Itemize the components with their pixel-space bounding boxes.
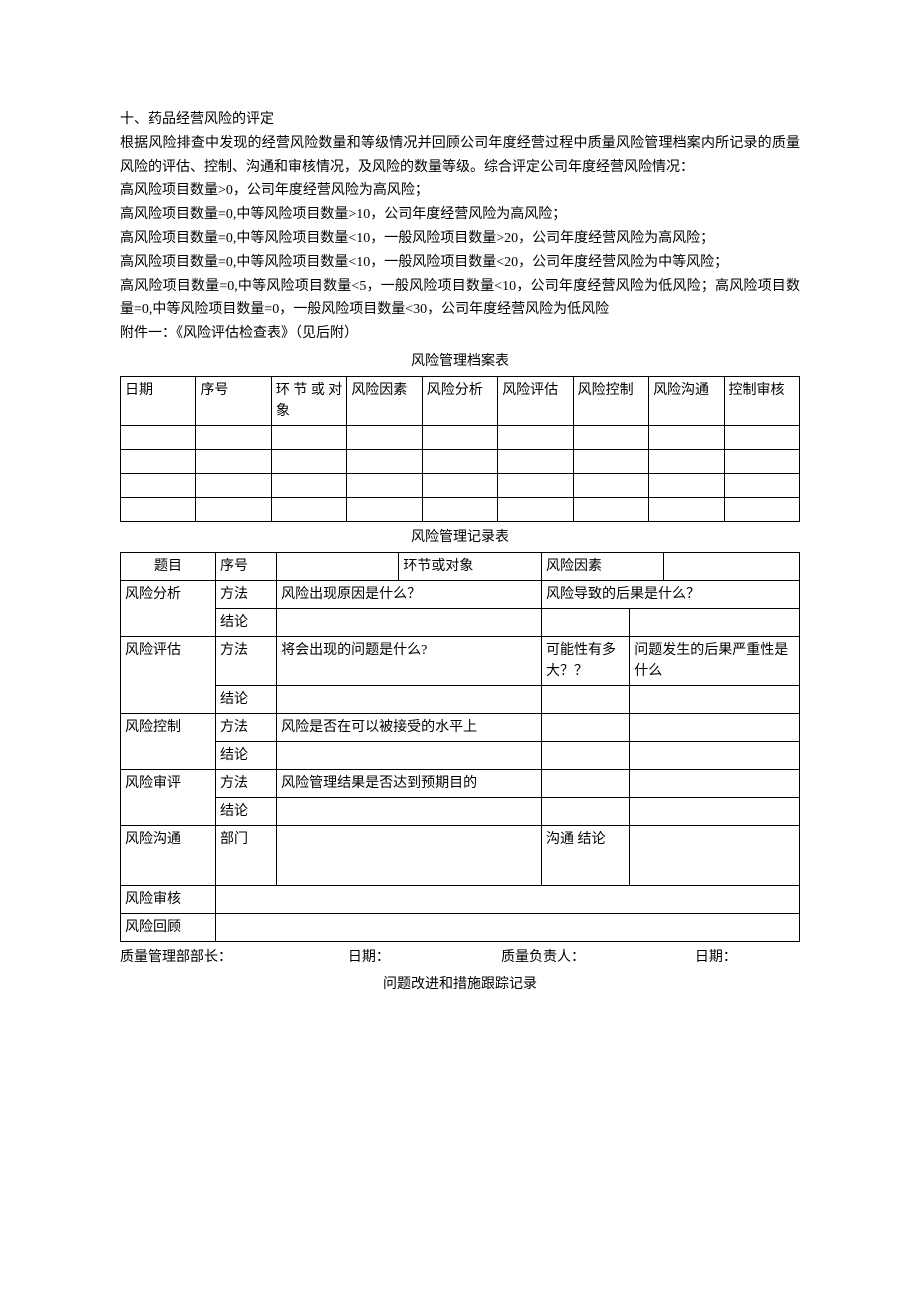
cell: 风险导致的后果是什么？ [541,580,799,608]
th: 风险因素 [541,552,663,580]
table2-title: 风险管理记录表 [120,526,800,550]
cell: 可能性有多大？？ [541,636,629,685]
cell: 部门 [216,825,277,885]
cell: 结论 [216,797,277,825]
cell: 方法 [216,580,277,608]
cell: 结论 [216,608,277,636]
cell: 风险出现原因是什么？ [277,580,542,608]
th: 环节或对象 [399,552,542,580]
row-label: 风险评估 [121,636,216,713]
table-header-row: 日期 序号 环节或对象 风险因素 风险分析 风险评估 风险控制 风险沟通 控制审… [121,376,800,425]
paragraph: 高风险项目数量=0,中等风险项目数量>10，公司年度经营风险为高风险； [120,203,800,227]
cell: 方法 [216,769,277,797]
record-table: 题目 序号 环节或对象 风险因素 风险分析 方法 风险出现原因是什么？ 风险导致… [120,552,800,942]
th: 题目 [121,552,216,580]
cell: 风险是否在可以被接受的水平上 [277,713,542,741]
cell: 风险管理结果是否达到预期目的 [277,769,542,797]
row-label: 风险控制 [121,713,216,769]
table-row: 结论 [121,741,800,769]
table-row: 风险分析 方法 风险出现原因是什么？ 风险导致的后果是什么？ [121,580,800,608]
th: 日期 [121,376,196,425]
th: 风险控制 [573,376,648,425]
archive-table: 日期 序号 环节或对象 风险因素 风险分析 风险评估 风险控制 风险沟通 控制审… [120,376,800,522]
table-row: 风险审核 [121,885,800,913]
th: 风险因素 [347,376,422,425]
paragraph: 高风险项目数量=0,中等风险项目数量<10，一般风险项目数量>20，公司年度经营… [120,227,800,251]
table-row: 风险控制 方法 风险是否在可以被接受的水平上 [121,713,800,741]
th: 风险分析 [422,376,497,425]
row-label: 风险审核 [121,885,216,913]
table-row [121,425,800,449]
row-label: 风险回顾 [121,913,216,941]
table-row: 风险回顾 [121,913,800,941]
paragraph: 高风险项目数量=0,中等风险项目数量<10，一般风险项目数量<20，公司年度经营… [120,251,800,275]
paragraph: 高风险项目数量>0，公司年度经营风险为高风险； [120,179,800,203]
signature-line: 质量管理部部长： 日期： 质量负责人： 日期： [120,946,800,970]
th [664,552,800,580]
table-row: 结论 [121,797,800,825]
th [277,552,399,580]
sig-label: 日期： [695,946,737,970]
cell: 方法 [216,636,277,685]
cell: 将会出现的问题是什么? [277,636,542,685]
table1-title: 风险管理档案表 [120,350,800,374]
paragraph: 根据风险排查中发现的经营风险数量和等级情况并回顾公司年度经营过程中质量风险管理档… [120,132,800,180]
cell: 方法 [216,713,277,741]
row-label: 风险审评 [121,769,216,825]
cell: 结论 [216,741,277,769]
paragraph: 高风险项目数量=0,中等风险项目数量<5，一般风险项目数量<10，公司年度经营风… [120,275,800,323]
th: 序号 [196,376,271,425]
row-label: 风险沟通 [121,825,216,885]
row-label: 风险分析 [121,580,216,636]
paragraph: 附件一：《风险评估检查表》（见后附） [120,322,800,346]
table-row [121,473,800,497]
th: 控制审核 [724,376,800,425]
th: 环节或对象 [271,376,346,425]
table-row [121,449,800,473]
sig-label: 质量负责人： [501,946,691,970]
table-row [121,497,800,521]
th: 风险沟通 [649,376,724,425]
cell: 沟通 结论 [541,825,629,885]
footer-title: 问题改进和措施跟踪记录 [120,973,800,997]
table-row: 风险沟通 部门 沟通 结论 [121,825,800,885]
table-row: 风险评估 方法 将会出现的问题是什么? 可能性有多大？？ 问题发生的后果严重性是… [121,636,800,685]
cell: 问题发生的后果严重性是什么 [630,636,800,685]
section-heading: 十、药品经营风险的评定 [120,108,800,132]
table-row: 风险审评 方法 风险管理结果是否达到预期目的 [121,769,800,797]
table-row: 结论 [121,685,800,713]
th: 序号 [216,552,277,580]
cell: 结论 [216,685,277,713]
table-row: 结论 [121,608,800,636]
sig-label: 质量管理部部长： [120,946,344,970]
table-header-row: 题目 序号 环节或对象 风险因素 [121,552,800,580]
sig-label: 日期： [348,946,498,970]
th: 风险评估 [498,376,573,425]
